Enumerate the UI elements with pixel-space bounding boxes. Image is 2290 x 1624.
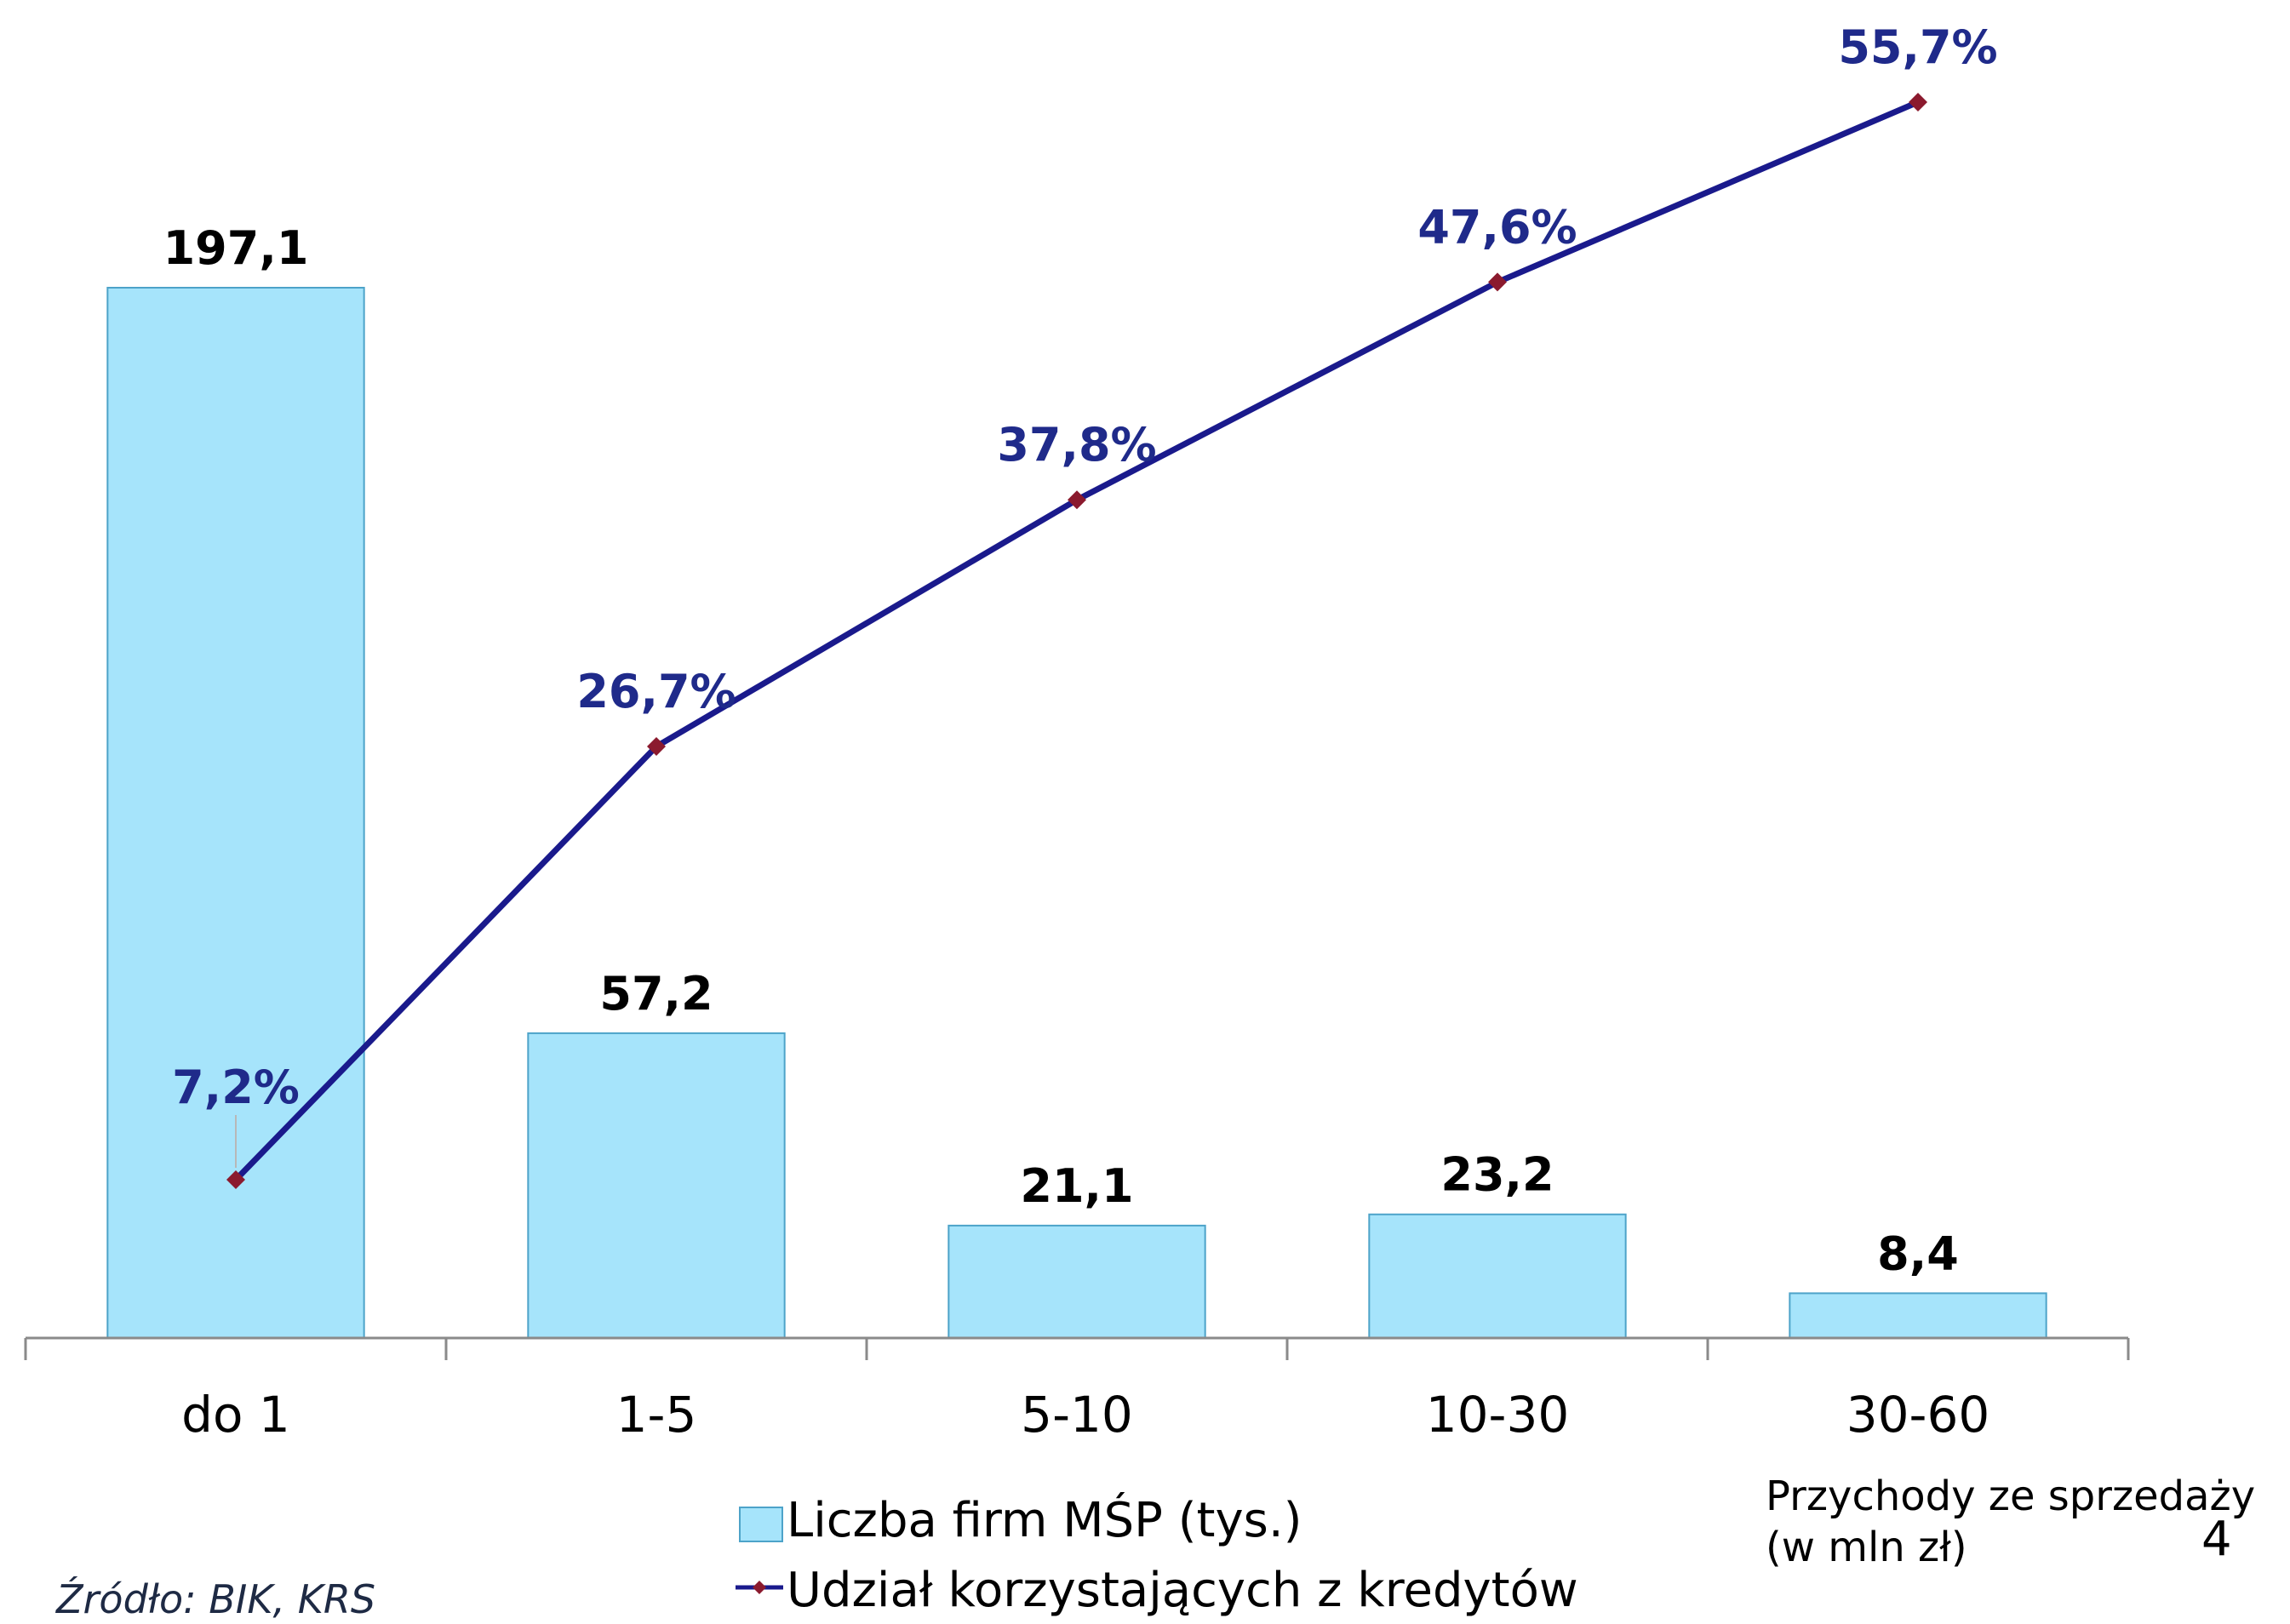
line-value-label: 7,2%: [172, 1061, 300, 1114]
bar-value-label: 23,2: [1440, 1148, 1554, 1202]
bar-1-5: [527, 1032, 786, 1339]
bar-30-60: [1789, 1292, 2047, 1339]
line-point-marker: [1068, 490, 1086, 510]
line-value-label: 37,8%: [997, 418, 1156, 472]
x-axis-title: Przychody ze sprzedaży (w mln zł): [1766, 1471, 2255, 1573]
x-axis-ticks: [24, 1338, 2130, 1360]
line-point-marker: [647, 736, 666, 756]
line-point-marker: [1488, 272, 1507, 292]
bar-10-30: [1368, 1213, 1627, 1339]
x-axis-title-line-2: (w mln zł): [1766, 1524, 1967, 1571]
line-point-marker: [226, 1170, 245, 1189]
x-tick-label: 30-60: [1846, 1386, 1990, 1444]
line-value-label: 55,7%: [1838, 20, 1997, 74]
line-value-label: 47,6%: [1417, 200, 1577, 254]
bar-value-label: 21,1: [1020, 1159, 1133, 1213]
x-tick-label: 1-5: [616, 1386, 697, 1444]
line-series: [226, 93, 1927, 1189]
bar-value-label: 57,2: [599, 967, 713, 1021]
line-value-label: 26,7%: [576, 665, 736, 718]
x-tick-label: 5-10: [1021, 1386, 1133, 1444]
line-data-labels: 7,2% 26,7% 37,8% 47,6% 55,7%: [172, 20, 1998, 1168]
x-axis-title-line-1: Przychody ze sprzedaży: [1766, 1472, 2256, 1520]
bar-series: [106, 287, 2047, 1339]
line-path: [233, 99, 1920, 1182]
bar-data-labels: 197,1 57,2 21,1 23,2 8,4: [163, 221, 1959, 1280]
x-tick-label: 10-30: [1426, 1386, 1570, 1444]
bar-5-10: [947, 1224, 1206, 1339]
bar-value-label: 8,4: [1877, 1227, 1959, 1280]
x-axis-tick-labels: do 1 1-5 5-10 10-30 30-60: [181, 1386, 1989, 1444]
legend-label-line: Udział korzystających z kredytów: [787, 1563, 1578, 1618]
x-tick-label: do 1: [181, 1386, 290, 1444]
line-point-marker: [1909, 93, 1927, 112]
legend-swatch-line: [736, 1581, 783, 1594]
legend-swatch-bar: [739, 1507, 783, 1542]
source-note: Źródło: BIK, KRS: [56, 1576, 376, 1622]
legend-label-bar: Liczba firm MŚP (tys.): [787, 1493, 1302, 1548]
bar-value-label: 197,1: [163, 221, 309, 275]
page-number: 4: [2201, 1512, 2232, 1567]
